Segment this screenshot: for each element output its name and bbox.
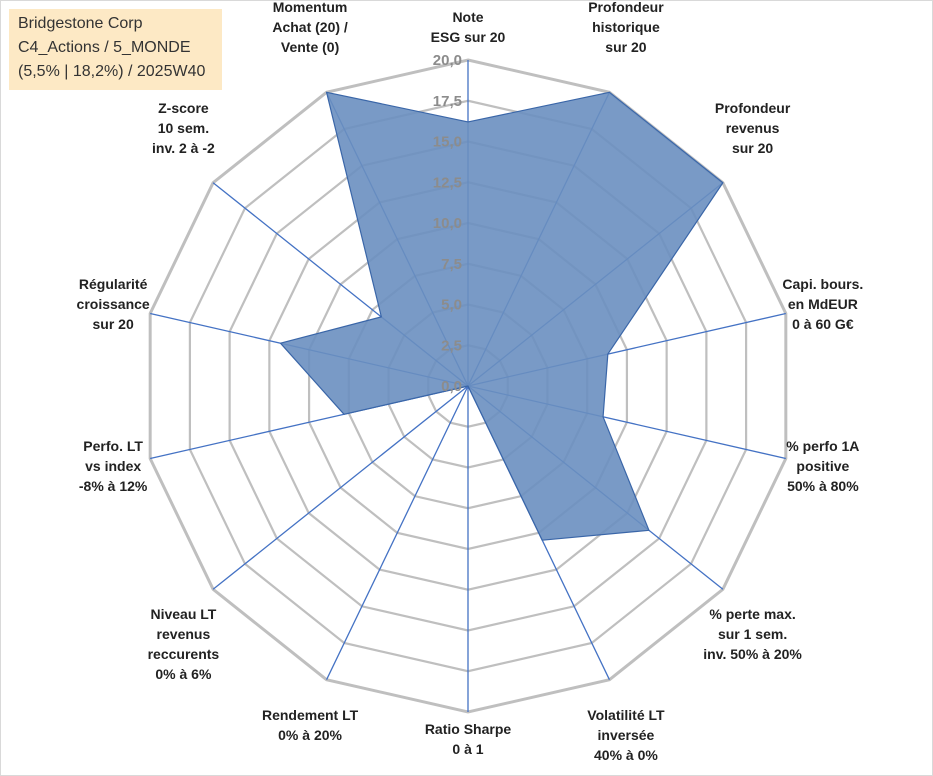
axis-spoke <box>212 385 469 590</box>
axis-label-line: ESG sur 20 <box>431 29 506 45</box>
axis-label-line: % perte max. <box>709 606 795 622</box>
axis-label-line: Volatilité LT <box>587 707 665 723</box>
axis-label: Note ESG sur 20 <box>431 9 506 45</box>
axis-label-line: Momentum <box>273 0 348 15</box>
tick-label: 5,0 <box>441 297 462 314</box>
axis-label-line: reccurents <box>148 646 220 662</box>
title-stats: (5,5% | 18,2%) / 2025W40 <box>18 63 206 80</box>
axis-label-line: Z-score <box>158 100 209 116</box>
axis-label-line: Ratio Sharpe <box>425 721 512 737</box>
axis-label: Capi. bours. en MdEUR 0 à 60 G€ <box>782 276 863 332</box>
axis-label: Niveau LT revenus reccurents 0% à 6% <box>148 606 220 682</box>
axis-label-line: Vente (0) <box>281 39 339 55</box>
axis-label: Ratio Sharpe 0 à 1 <box>425 721 512 757</box>
axis-label-line: croissance <box>77 296 150 312</box>
axis-label: Profondeur revenus sur 20 <box>715 100 791 156</box>
tick-label: 20,0 <box>433 52 462 69</box>
axis-label-line: 0% à 20% <box>278 727 342 743</box>
axis-label: Z-score 10 sem. inv. 2 à -2 <box>152 100 215 156</box>
axis-label-line: inversée <box>598 727 655 743</box>
axis-label: Profondeur historique sur 20 <box>588 0 664 55</box>
axis-label: Perfo. LT vs index -8% à 12% <box>79 438 148 494</box>
axis-label-line: vs index <box>85 458 141 474</box>
axis-label-line: Perfo. LT <box>83 438 143 454</box>
axis-label-line: -8% à 12% <box>79 478 148 494</box>
axis-label-line: sur 20 <box>732 140 773 156</box>
tick-label: 17,5 <box>433 93 462 110</box>
axis-label-line: 40% à 0% <box>594 747 658 763</box>
series-area <box>279 91 724 541</box>
axis-label: % perfo 1A positive 50% à 80% <box>786 438 859 494</box>
tick-label: 15,0 <box>433 134 462 151</box>
axis-label: Volatilité LT inversée 40% à 0% <box>587 707 665 763</box>
axis-label-line: Capi. bours. <box>782 276 863 292</box>
axis-label-line: Note <box>452 9 483 25</box>
axis-label-line: 0 à 1 <box>452 741 483 757</box>
axis-label: Régularité croissance sur 20 <box>77 276 150 332</box>
axis-label-line: sur 20 <box>605 39 646 55</box>
axis-label-layer: Note ESG sur 20 Profondeur historique sur 20… <box>77 0 864 763</box>
tick-label: 7,5 <box>441 256 462 273</box>
chart-title-box: Bridgestone Corp C4_Actions / 5_MONDE (5… <box>9 9 222 90</box>
axis-label-line: inv. 2 à -2 <box>152 140 215 156</box>
series-layer <box>279 91 724 541</box>
title-company: Bridgestone Corp <box>18 15 143 32</box>
axis-label-line: sur 1 sem. <box>718 626 787 642</box>
tick-label: 10,0 <box>433 215 462 232</box>
tick-label: 0,0 <box>441 378 462 395</box>
axis-label-line: inv. 50% à 20% <box>703 646 802 662</box>
axis-label-line: 0 à 60 G€ <box>792 316 854 332</box>
tick-label-layer: 0,0 2,5 5,0 7,5 10,0 12,5 15,0 17,5 20,0 <box>433 52 462 395</box>
axis-label: % perte max. sur 1 sem. inv. 50% à 20% <box>703 606 802 662</box>
axis-label-line: Profondeur <box>588 0 664 15</box>
title-category: C4_Actions / 5_MONDE <box>18 39 191 56</box>
axis-label-line: Niveau LT <box>150 606 216 622</box>
axis-label-line: Profondeur <box>715 100 791 116</box>
axis-label-line: 50% à 80% <box>787 478 859 494</box>
axis-spoke <box>325 385 469 680</box>
axis-label: Momentum Achat (20) / Vente (0) <box>272 0 348 55</box>
axis-label-line: revenus <box>726 120 780 136</box>
axis-label-line: Rendement LT <box>262 707 359 723</box>
axis-label-line: revenus <box>157 626 211 642</box>
tick-label: 2,5 <box>441 337 462 354</box>
tick-label: 12,5 <box>433 174 462 191</box>
axis-label: Rendement LT 0% à 20% <box>262 707 359 743</box>
axis-label-line: % perfo 1A <box>786 438 859 454</box>
axis-label-line: 10 sem. <box>158 120 209 136</box>
axis-label-line: sur 20 <box>93 316 134 332</box>
axis-label-line: en MdEUR <box>788 296 858 312</box>
axis-label-line: historique <box>592 19 660 35</box>
axis-label-line: Régularité <box>79 276 148 292</box>
axis-label-line: positive <box>796 458 849 474</box>
axis-label-line: 0% à 6% <box>155 666 212 682</box>
axis-label-line: Achat (20) / <box>272 19 348 35</box>
